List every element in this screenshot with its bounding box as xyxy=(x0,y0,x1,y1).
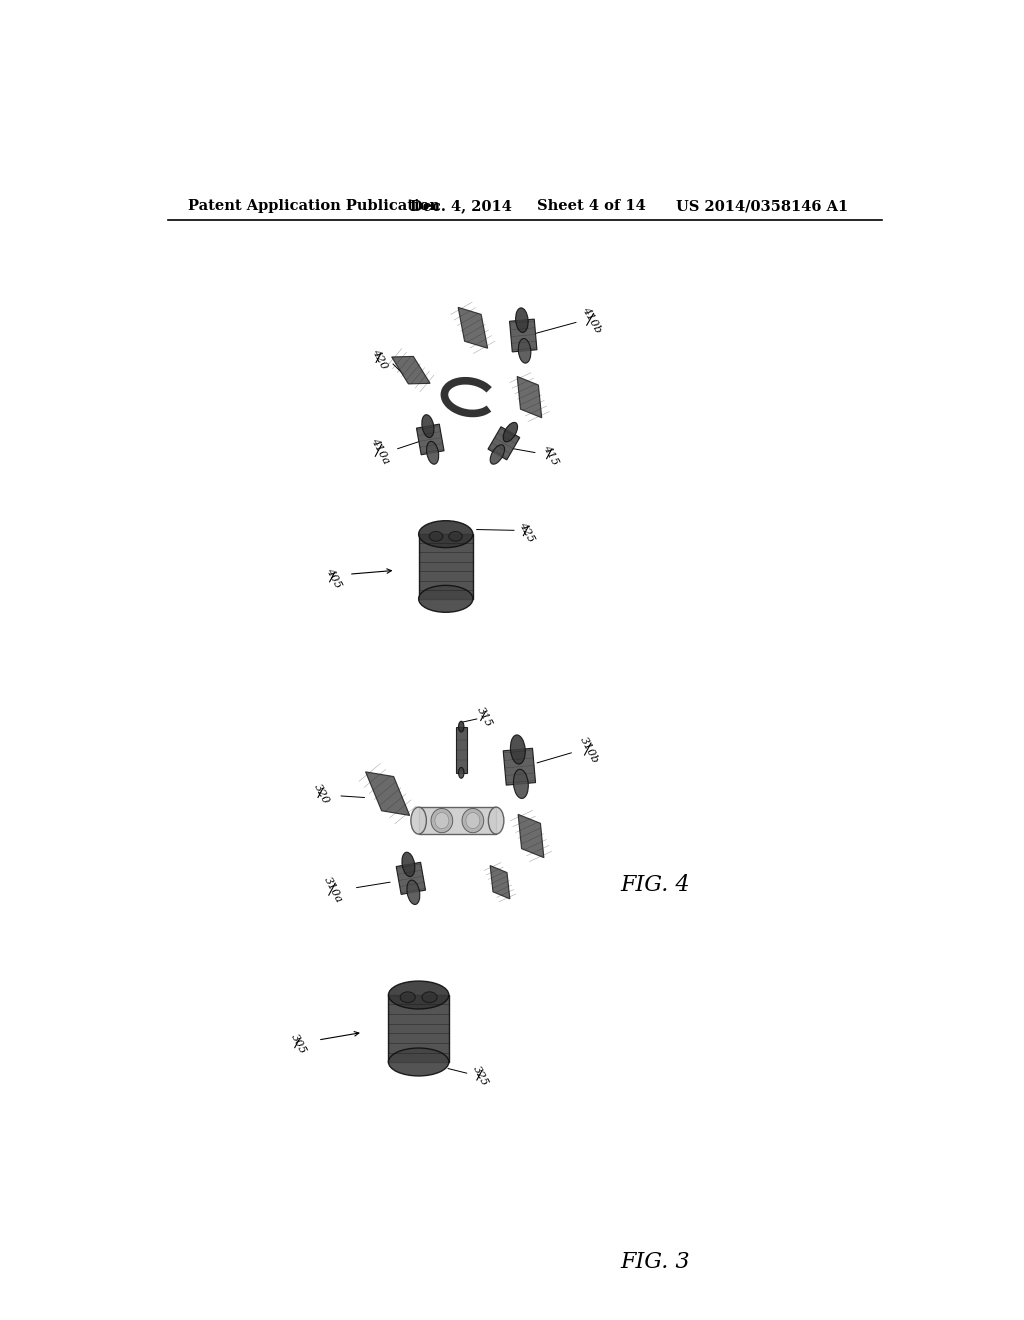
Text: US 2014/0358146 A1: US 2014/0358146 A1 xyxy=(676,199,848,213)
Ellipse shape xyxy=(449,532,462,541)
Ellipse shape xyxy=(422,414,434,437)
Polygon shape xyxy=(419,535,473,599)
Text: 325: 325 xyxy=(471,1064,490,1088)
Polygon shape xyxy=(388,995,449,1063)
Ellipse shape xyxy=(388,981,449,1008)
Ellipse shape xyxy=(402,853,415,876)
Polygon shape xyxy=(503,748,536,785)
Text: 415: 415 xyxy=(541,444,560,467)
Text: 410a: 410a xyxy=(369,437,391,466)
Polygon shape xyxy=(391,356,430,384)
Ellipse shape xyxy=(513,770,528,799)
Ellipse shape xyxy=(503,422,517,442)
Polygon shape xyxy=(456,726,467,774)
Text: Sheet 4 of 14: Sheet 4 of 14 xyxy=(537,199,645,213)
Ellipse shape xyxy=(407,880,420,904)
Ellipse shape xyxy=(510,735,525,764)
Ellipse shape xyxy=(411,807,426,834)
Polygon shape xyxy=(417,424,444,455)
Ellipse shape xyxy=(516,308,528,333)
Ellipse shape xyxy=(490,445,505,465)
Ellipse shape xyxy=(422,991,437,1003)
Polygon shape xyxy=(396,862,426,895)
Text: 420: 420 xyxy=(371,347,389,371)
Text: FIG. 4: FIG. 4 xyxy=(620,874,689,896)
Ellipse shape xyxy=(435,813,449,829)
Polygon shape xyxy=(518,814,544,858)
Polygon shape xyxy=(366,772,410,816)
Text: 310a: 310a xyxy=(323,875,344,904)
Ellipse shape xyxy=(459,721,464,733)
Polygon shape xyxy=(517,376,542,417)
Ellipse shape xyxy=(427,441,438,465)
Text: Dec. 4, 2014: Dec. 4, 2014 xyxy=(410,199,512,213)
Ellipse shape xyxy=(459,767,464,779)
Text: 315: 315 xyxy=(475,705,494,729)
Ellipse shape xyxy=(431,808,453,833)
Ellipse shape xyxy=(466,813,480,829)
Ellipse shape xyxy=(419,585,473,612)
Ellipse shape xyxy=(388,1048,449,1076)
Ellipse shape xyxy=(429,532,442,541)
Text: 320: 320 xyxy=(312,781,331,805)
Text: 410b: 410b xyxy=(580,305,603,335)
Polygon shape xyxy=(419,807,496,834)
Text: 310b: 310b xyxy=(578,735,600,764)
Ellipse shape xyxy=(419,520,473,548)
Polygon shape xyxy=(488,426,520,459)
Polygon shape xyxy=(490,866,510,899)
Ellipse shape xyxy=(400,991,416,1003)
Text: 305: 305 xyxy=(289,1032,308,1056)
Ellipse shape xyxy=(462,808,483,833)
Text: Patent Application Publication: Patent Application Publication xyxy=(187,199,439,213)
Text: 425: 425 xyxy=(518,520,537,544)
Polygon shape xyxy=(458,308,487,348)
Polygon shape xyxy=(510,319,537,352)
Ellipse shape xyxy=(488,807,504,834)
Ellipse shape xyxy=(518,338,530,363)
Text: 405: 405 xyxy=(324,566,343,590)
Text: FIG. 3: FIG. 3 xyxy=(620,1251,689,1274)
